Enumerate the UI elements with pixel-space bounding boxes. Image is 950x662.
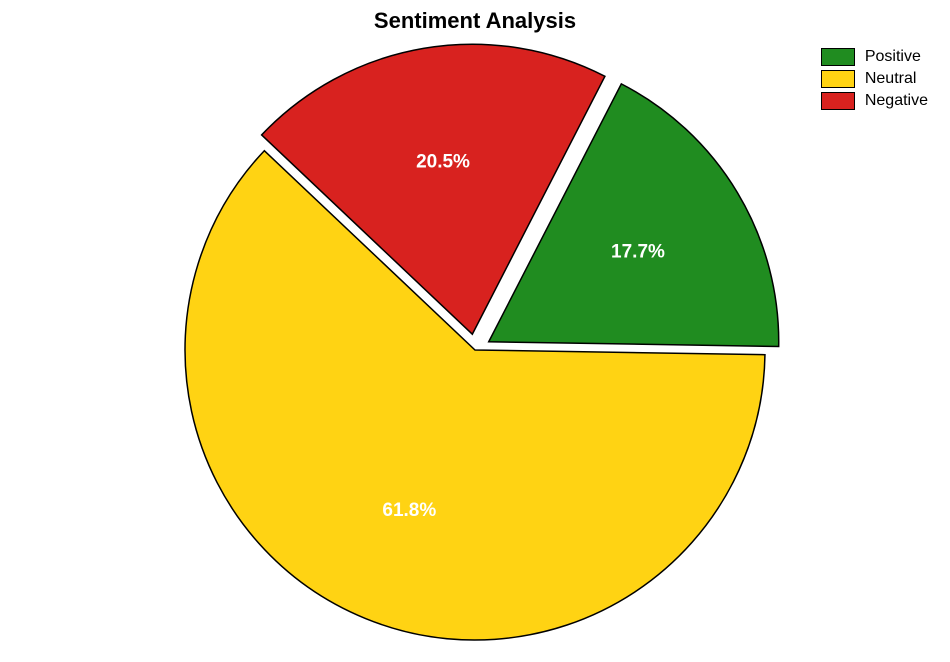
legend-label-positive: Positive	[865, 48, 921, 66]
legend-item-positive: Positive	[821, 48, 928, 66]
legend-item-neutral: Neutral	[821, 70, 928, 88]
pie-slices	[185, 44, 779, 640]
legend-swatch-negative	[821, 92, 855, 110]
legend-swatch-positive	[821, 48, 855, 66]
legend-label-neutral: Neutral	[865, 70, 917, 88]
pie-slice-label-negative: 20.5%	[416, 152, 470, 173]
pie-chart-svg: 17.7% 61.8% 20.5%	[0, 0, 950, 662]
legend-item-negative: Negative	[821, 92, 928, 110]
pie-slice-label-positive: 17.7%	[611, 241, 665, 262]
legend: Positive Neutral Negative	[821, 48, 928, 114]
pie-slice-label-neutral: 61.8%	[382, 500, 436, 521]
legend-label-negative: Negative	[865, 92, 928, 110]
legend-swatch-neutral	[821, 70, 855, 88]
sentiment-pie-chart: Sentiment Analysis 17.7%61.8%20.5% Posit…	[0, 0, 950, 662]
